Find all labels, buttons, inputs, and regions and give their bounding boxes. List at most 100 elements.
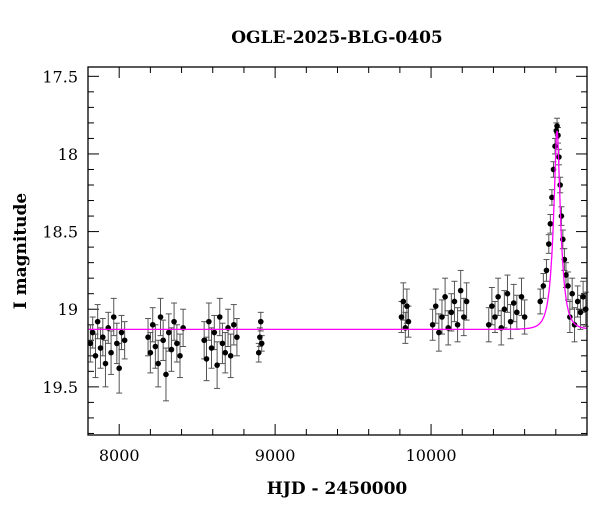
data-point — [222, 349, 229, 356]
data-point — [565, 283, 571, 289]
data-point — [540, 283, 547, 289]
data-point — [145, 334, 151, 340]
data-point — [495, 294, 501, 300]
model-curve — [88, 130, 588, 331]
data-point — [208, 345, 215, 351]
data-point — [439, 314, 445, 320]
data-point — [87, 340, 94, 347]
data-point — [429, 321, 436, 328]
data-point — [454, 321, 461, 328]
data-point — [177, 353, 183, 359]
data-point — [504, 290, 511, 297]
data-point — [257, 318, 264, 325]
x-tick-label: 10000 — [406, 446, 457, 465]
data-point — [543, 267, 550, 274]
data-point — [102, 360, 109, 367]
data-point — [114, 340, 120, 347]
axis-ticks — [87, 67, 588, 435]
data-point — [227, 353, 234, 359]
data-point — [436, 329, 442, 336]
data-point — [569, 290, 575, 297]
data-point — [574, 298, 581, 305]
data-point — [231, 321, 237, 328]
data-point — [457, 287, 464, 294]
error-bars — [87, 117, 589, 402]
data-point — [432, 303, 439, 309]
data-point — [89, 329, 96, 336]
data-point — [552, 143, 558, 149]
data-point — [554, 123, 560, 129]
data-point — [463, 298, 470, 305]
data-point — [203, 356, 210, 362]
data-point — [118, 329, 125, 336]
data-point — [152, 343, 159, 350]
data-point — [94, 318, 101, 325]
y-tick-label: 18.5 — [42, 223, 78, 242]
data-point — [507, 318, 514, 325]
data-point — [174, 340, 180, 347]
data-point — [549, 194, 555, 201]
data-point — [451, 298, 458, 305]
data-point — [405, 318, 412, 325]
data-point — [165, 329, 172, 336]
x-axis-label: HJD - 2450000 — [267, 479, 408, 499]
data-point — [558, 213, 565, 219]
data-point — [492, 314, 498, 320]
data-point — [510, 300, 517, 306]
data-point — [147, 349, 154, 356]
data-point — [206, 318, 212, 325]
data-point — [108, 349, 114, 356]
y-tick-label: 18 — [58, 145, 78, 164]
data-point — [563, 272, 569, 278]
data-point — [547, 221, 554, 227]
data-point — [255, 349, 262, 356]
data-point — [518, 294, 525, 300]
data-point — [461, 314, 467, 320]
data-point — [398, 314, 405, 320]
data-point — [97, 345, 104, 351]
y-axis-label: I magnitude — [11, 193, 31, 310]
data-point — [160, 337, 166, 344]
data-point — [168, 346, 175, 353]
data-point — [149, 321, 156, 328]
data-point — [582, 306, 589, 313]
y-tick-label: 19.5 — [42, 378, 78, 397]
data-point — [214, 362, 220, 368]
data-point — [580, 294, 586, 300]
data-point — [442, 294, 448, 300]
data-points — [87, 123, 589, 378]
data-point — [121, 337, 128, 344]
data-point — [155, 360, 161, 367]
data-point — [448, 309, 455, 316]
data-point — [92, 353, 99, 359]
chart-title: OGLE-2025-BLG-0405 — [231, 28, 443, 48]
data-point — [234, 334, 240, 340]
data-point — [216, 314, 223, 320]
data-point — [400, 298, 407, 305]
x-tick-label: 8000 — [99, 446, 140, 465]
data-point — [571, 321, 578, 328]
x-tick-label: 9000 — [255, 446, 296, 465]
data-point — [514, 309, 520, 316]
data-point — [163, 371, 169, 378]
tick-labels: 8000 9000 10000 17.5 18 18.5 19 19.5 — [42, 67, 456, 465]
data-point — [110, 314, 117, 320]
data-point — [258, 340, 265, 347]
data-point — [100, 334, 106, 340]
plot-frame — [87, 66, 588, 436]
data-point — [404, 303, 410, 309]
data-point — [577, 309, 584, 316]
data-point — [116, 365, 122, 372]
data-point — [157, 314, 164, 320]
y-tick-label: 19 — [58, 300, 78, 319]
y-tick-label: 17.5 — [42, 67, 78, 86]
data-point — [521, 314, 528, 320]
data-point — [171, 318, 177, 325]
data-point — [201, 337, 207, 344]
data-point — [489, 303, 495, 309]
data-point — [501, 306, 508, 313]
data-point — [537, 298, 544, 305]
data-point — [257, 334, 263, 340]
data-point — [219, 340, 226, 347]
